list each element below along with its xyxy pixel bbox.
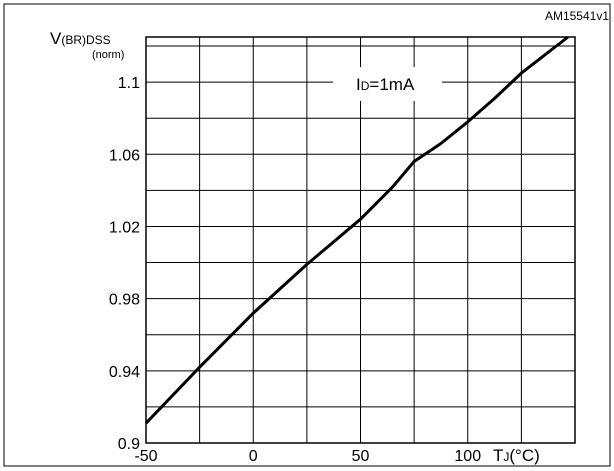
outer-frame [3, 3, 611, 467]
x-tick-label: 100 [454, 448, 481, 465]
x-tick-label: 0 [249, 448, 258, 465]
annotation-main: I [356, 75, 361, 94]
y-tick-label: 0.9 [118, 436, 140, 453]
grid [146, 37, 575, 443]
x-axis-label: TJ(°C) [493, 446, 540, 465]
y-label-sub: (BR)DSS [61, 33, 110, 47]
x-tick-labels: -50 0 50 100 [134, 448, 481, 465]
x-tick-label: -50 [134, 448, 157, 465]
y-tick-label: 1.06 [109, 147, 140, 164]
series-line-bvdss [144, 35, 569, 425]
y-axis-label: V(BR)DSS [50, 29, 111, 48]
y-axis-unit: (norm) [92, 49, 124, 61]
x-label-unit: (°C) [509, 446, 539, 465]
annotation-rest: =1mA [369, 75, 415, 94]
x-tick-label: 50 [352, 448, 370, 465]
y-label-main: V [50, 29, 62, 48]
plot-frame [145, 36, 576, 444]
y-tick-label: 0.94 [109, 364, 140, 381]
annotation-box [333, 67, 442, 101]
x-label-sub: J [503, 450, 509, 464]
annotation-id-1ma: ID=1mA [356, 75, 415, 94]
figure-code: AM15541v1 [545, 9, 609, 23]
y-tick-label: 0.98 [109, 292, 140, 309]
annotation-sub: D [361, 79, 370, 93]
x-label-main: T [493, 446, 503, 465]
y-tick-labels: 0.9 0.94 0.98 1.02 1.06 1.1 [109, 75, 140, 453]
y-tick-label: 1.1 [118, 75, 140, 92]
y-tick-label: 1.02 [109, 219, 140, 236]
